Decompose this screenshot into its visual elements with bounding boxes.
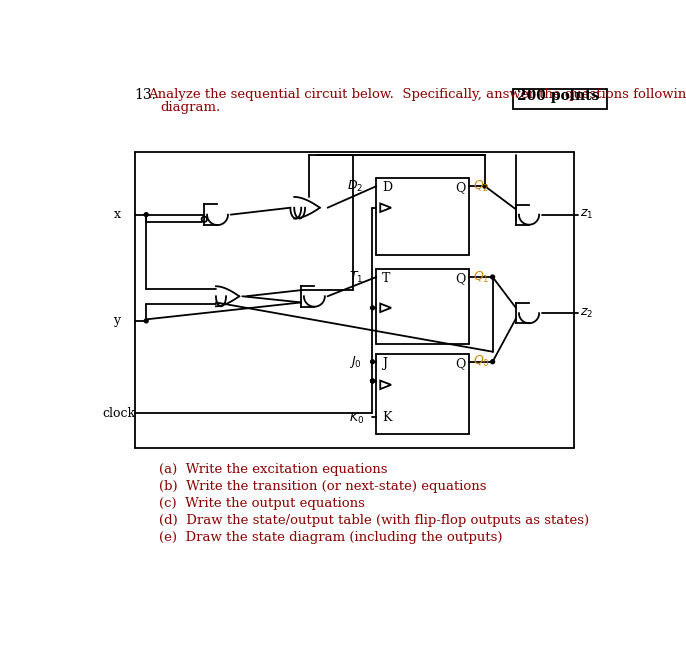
Text: $Q_0$: $Q_0$: [473, 354, 490, 369]
Text: (e)  Draw the state diagram (including the outputs): (e) Draw the state diagram (including th…: [159, 531, 503, 544]
Text: J: J: [382, 357, 387, 370]
Circle shape: [370, 360, 375, 364]
Text: $z_1$: $z_1$: [580, 208, 593, 221]
Circle shape: [483, 184, 487, 188]
Circle shape: [490, 275, 495, 279]
Text: $D_2$: $D_2$: [347, 179, 363, 194]
Text: Q: Q: [456, 357, 466, 370]
Text: y: y: [113, 314, 121, 327]
Text: diagram.: diagram.: [160, 101, 220, 114]
Text: Analyze the sequential circuit below.  Specifically, answer the questions follow: Analyze the sequential circuit below. Sp…: [147, 88, 686, 101]
Circle shape: [144, 213, 148, 217]
Text: 13.: 13.: [134, 88, 156, 102]
Text: (c)  Write the output equations: (c) Write the output equations: [159, 497, 365, 510]
Text: K: K: [382, 411, 391, 424]
Text: x: x: [114, 208, 121, 221]
Text: $J_0$: $J_0$: [349, 354, 362, 370]
Text: clock: clock: [102, 407, 135, 420]
Text: (a)  Write the excitation equations: (a) Write the excitation equations: [159, 464, 388, 476]
FancyBboxPatch shape: [512, 89, 607, 109]
Text: Q: Q: [456, 272, 466, 285]
Text: $T_1$: $T_1$: [349, 270, 364, 285]
Text: (b)  Write the transition (or next-state) equations: (b) Write the transition (or next-state)…: [159, 481, 487, 493]
Text: $Q_2$: $Q_2$: [473, 179, 490, 194]
Circle shape: [490, 360, 495, 364]
Circle shape: [370, 306, 375, 310]
Text: $K_0$: $K_0$: [349, 411, 364, 426]
Text: 200 points: 200 points: [517, 89, 599, 103]
Text: D: D: [382, 181, 392, 194]
Circle shape: [370, 379, 375, 383]
Circle shape: [370, 379, 375, 383]
Circle shape: [144, 319, 148, 323]
Text: $Q_1$: $Q_1$: [473, 270, 490, 285]
Text: $z_2$: $z_2$: [580, 307, 593, 320]
Text: Q: Q: [456, 181, 466, 194]
Text: T: T: [382, 272, 390, 285]
Text: (d)  Draw the state/output table (with flip-flop outputs as states): (d) Draw the state/output table (with fl…: [159, 514, 589, 527]
